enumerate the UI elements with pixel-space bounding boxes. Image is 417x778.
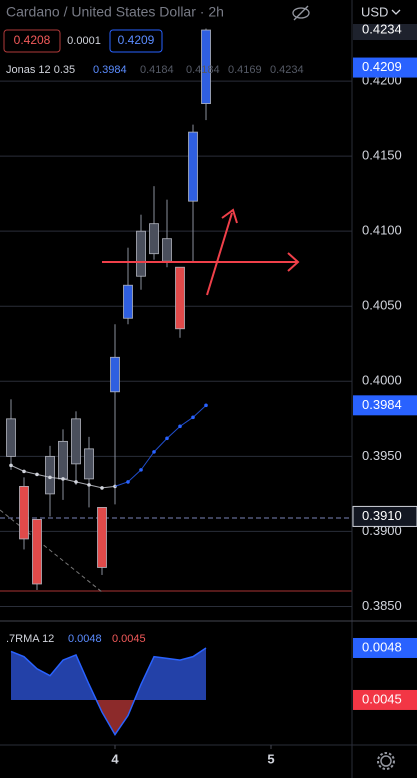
candle-body [58,440,68,480]
candle-body [162,238,172,262]
ma-segment [140,451,155,471]
spread: 0.0001 [67,35,101,47]
candle-body [149,223,159,255]
ma-segment [127,469,142,483]
area-line [10,647,207,737]
bid-box[interactable] [3,29,61,53]
indicator-badge [353,637,417,658]
price-badge-label: 0.4234 [362,21,402,36]
ma-point [100,486,104,490]
ma-segment [101,485,116,489]
ask-box[interactable] [109,29,163,53]
gear [380,755,392,767]
area-below [10,699,207,735]
price-badge [353,57,417,78]
ma-segment [62,478,77,483]
ma-segment [179,416,194,427]
legend-name: Jonas 12 0.35 [6,64,75,76]
ma-segment [153,438,168,453]
candle-body [19,485,29,540]
legend-value: 0.3984 [93,64,127,76]
arrow-head [287,252,300,272]
arrows [102,208,300,296]
candle-body [45,455,55,495]
price-badge [353,20,417,41]
dropdown-icon [391,9,401,15]
lower-layer: .7RMA 12 0.0048 0.0045 [6,633,207,737]
indicator-name: .7RMA 12 [6,633,54,645]
ask-price: 0.4209 [118,33,155,47]
eye-slash [293,5,309,21]
price-badge [353,395,417,416]
arrow-head [221,208,238,224]
legend-value: 0.4184 [140,64,174,76]
x-tick-label: 4 [111,751,119,766]
legend-value: 0.4234 [270,64,304,76]
ma-segment [88,484,103,489]
ma-point [204,403,208,408]
ma-segment [166,425,181,439]
trend-line [0,509,103,593]
x-tick-label: 5 [267,751,274,766]
ma-point [74,480,78,484]
candle-body [110,356,120,393]
settings-icon[interactable] [377,752,395,770]
eye-shape [292,7,310,19]
y-tick-label: 0.4000 [362,373,402,388]
y-tick-label: 0.3850 [362,598,402,613]
candle-body [32,519,42,585]
ma-segment [114,481,129,487]
ma-segment [192,404,207,418]
indicator-legend-value: 0.0045 [112,633,146,645]
gear-teeth [377,752,395,770]
price-badge-label: 0.3910 [362,508,402,523]
currency-box [353,0,417,24]
y-tick-label: 0.3950 [362,448,402,463]
ma-segment [23,470,38,475]
ma-segment [49,476,64,480]
chart-title: Cardano / United States Dollar · 2h [6,4,224,20]
area-above [10,647,207,700]
legend-value: 0.4184 [186,64,220,76]
candle-body [123,284,133,319]
bid-price: 0.4208 [14,33,51,47]
ma-segment [36,473,51,478]
candle-body [175,266,185,330]
price-badge-label: 0.4209 [362,59,402,74]
indicator-badge [353,689,417,710]
y-tick-label: 0.4150 [362,148,402,163]
legend-value: 0.4169 [228,64,262,76]
candle-body [6,418,16,457]
candle-body [71,418,81,465]
candle-body [188,131,198,202]
y-tick-label: 0.4050 [362,298,402,313]
candle-body [84,448,94,480]
legend: Jonas 12 0.35 0.3984 0.4184 0.4184 0.4169 0.4… [6,64,304,76]
ma-point [113,484,117,489]
indicator-badge-label: 0.0045 [362,691,402,706]
price-badge [352,505,417,527]
candle-body [201,29,211,104]
candle-body [97,507,107,568]
y-tick-label: 0.4100 [362,223,402,238]
eye-icon[interactable] [292,5,310,21]
ma-segment [75,481,90,486]
axis-layer: 0.38500.39000.39500.40000.40500.41000.41… [111,20,417,766]
currency[interactable]: USD [361,4,388,19]
plot-layer [6,28,211,590]
indicator-badge-label: 0.0048 [362,639,402,654]
indicator-legend-value: 0.0048 [68,633,102,645]
candle-body [136,230,146,277]
ma-segment [10,464,25,472]
price-badge-label: 0.3984 [362,397,402,412]
arrow-up [206,212,233,296]
